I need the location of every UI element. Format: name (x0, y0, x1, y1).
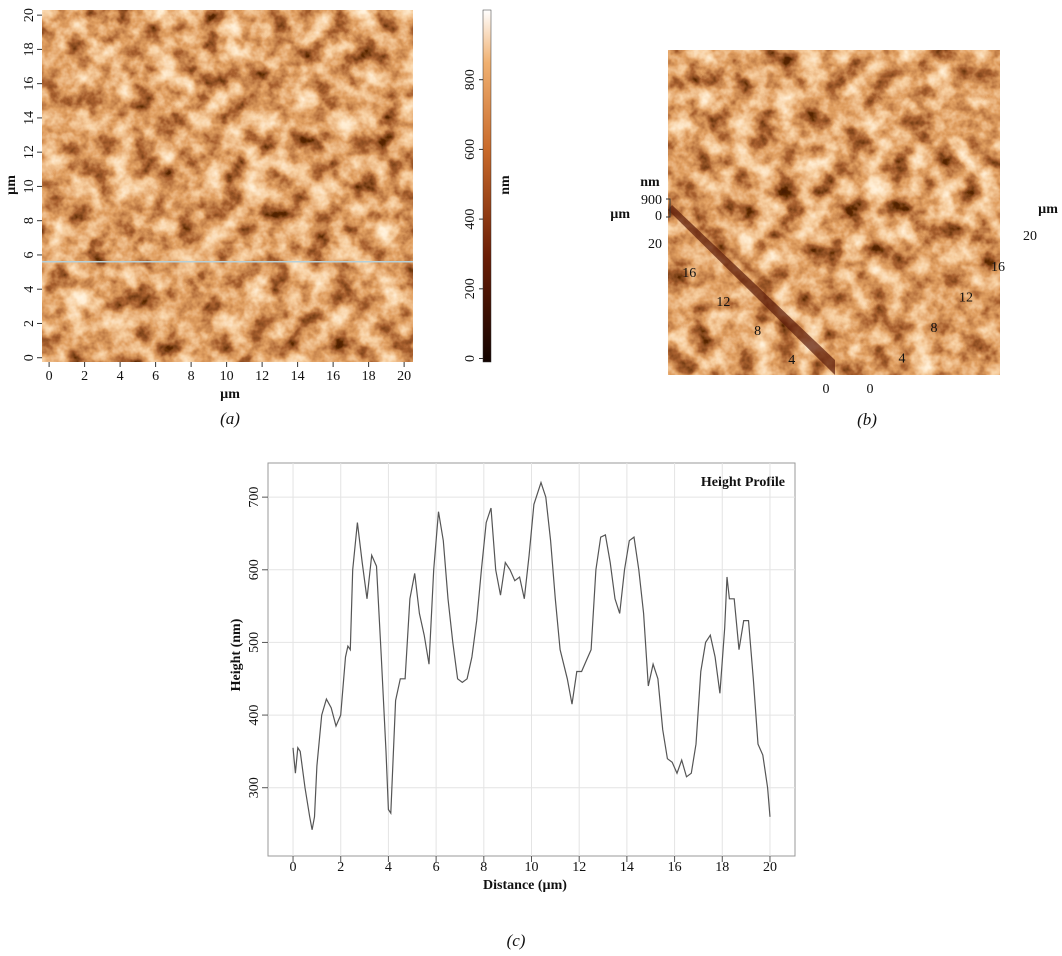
x-tick-label: 0 (867, 382, 874, 397)
chart-title: Height Profile (701, 475, 785, 490)
x-tick-label: 20 (397, 369, 411, 384)
z-tick-label: 0 (655, 209, 662, 224)
x-tick-label: 10 (525, 860, 539, 875)
x-tick-label: 20 (763, 860, 777, 875)
x-axis-label: µm (220, 387, 240, 402)
x-tick-label: 2 (337, 860, 344, 875)
x-axis-label: Distance (µm) (483, 878, 567, 893)
x-tick-label: 16 (668, 860, 682, 875)
colorbar-tick-label: 0 (463, 355, 478, 362)
y-tick-label: 0 (22, 354, 37, 361)
x-tick-label: 6 (433, 860, 440, 875)
caption: (a) (220, 409, 240, 428)
colorbar-tick-label: 200 (463, 278, 478, 299)
z-tick-label: 900 (641, 193, 662, 208)
z-axis (666, 198, 671, 218)
y-tick-label: 400 (247, 705, 262, 726)
x-tick-label: 0 (290, 860, 297, 875)
x-tick-label: 6 (152, 369, 159, 384)
colorbar (482, 9, 492, 363)
x-tick-label: 14 (620, 860, 634, 875)
x-tick-label: 18 (715, 860, 729, 875)
colorbar-tick-label: 400 (463, 209, 478, 230)
y-tick-label: 16 (22, 77, 37, 91)
x-tick-label: 4 (899, 352, 906, 367)
x-tick-label: 4 (117, 369, 124, 384)
y-tick-label: 2 (22, 320, 37, 327)
x-tick-label: 12 (572, 860, 586, 875)
y-tick-label: 20 (648, 237, 662, 252)
x-tick-label: 8 (931, 321, 938, 336)
afm-height-map (42, 10, 413, 362)
z-axis-label: nm (640, 175, 660, 190)
y-axis-label: Height (nm) (229, 618, 244, 691)
surface-side (668, 205, 835, 375)
x-tick-label: 0 (46, 369, 53, 384)
x-tick-label: 2 (81, 369, 88, 384)
y-tick-label: 8 (22, 217, 37, 224)
x-tick-label: 10 (220, 369, 234, 384)
y-tick-label: 700 (247, 487, 262, 508)
x-tick-label: 18 (362, 369, 376, 384)
caption: (c) (507, 931, 526, 950)
y-tick-label: 8 (754, 324, 761, 339)
x-tick-label: 20 (1023, 229, 1037, 244)
x-tick-label: 8 (480, 860, 487, 875)
x-tick-label: 8 (188, 369, 195, 384)
y-tick-label: 500 (247, 632, 262, 653)
y-axis-label: µm (610, 207, 630, 222)
profile-line (292, 480, 771, 830)
colorbar-tick-label: 800 (463, 69, 478, 90)
y-tick-label: 4 (788, 353, 795, 368)
y-tick-label: 600 (247, 559, 262, 580)
y-tick-label: 6 (22, 251, 37, 258)
x-tick-label: 12 (959, 290, 973, 305)
y-tick-label: 18 (22, 42, 37, 56)
colorbar-label: nm (498, 175, 513, 195)
y-tick-label: 16 (682, 266, 696, 281)
y-axis-label: µm (4, 175, 19, 195)
surface-3d (668, 50, 1000, 375)
caption: (b) (857, 410, 877, 429)
x-tick-label: 12 (255, 369, 269, 384)
x-tick-label: 16 (326, 369, 340, 384)
y-tick-label: 4 (22, 286, 37, 293)
y-tick-label: 20 (22, 8, 37, 22)
x-axis-label: µm (1038, 202, 1058, 217)
y-tick-label: 0 (823, 382, 830, 397)
x-tick-label: 16 (991, 260, 1005, 275)
x-tick-label: 14 (291, 369, 305, 384)
y-tick-label: 12 (716, 295, 730, 310)
x-tick-label: 4 (385, 860, 392, 875)
y-tick-label: 12 (22, 145, 37, 159)
y-tick-label: 10 (22, 179, 37, 193)
y-tick-label: 14 (22, 111, 37, 125)
y-tick-label: 300 (247, 777, 262, 798)
colorbar-tick-label: 600 (463, 139, 478, 160)
